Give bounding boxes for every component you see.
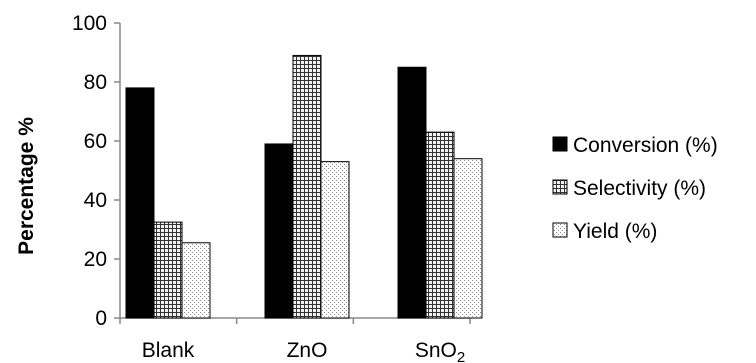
bar-selectivity-blank — [153, 221, 183, 319]
y-tick-label: 80 — [84, 71, 107, 94]
bar-yield-sno2 — [453, 158, 483, 319]
legend: Conversion (%) Selectivity (%) Yield (%) — [552, 134, 718, 243]
legend-swatch — [552, 222, 568, 238]
legend-label: Yield (%) — [573, 220, 657, 243]
bar-yield-zno — [320, 161, 350, 319]
y-tick-label: 20 — [84, 248, 107, 271]
x-category-label: SnO2 — [415, 339, 465, 363]
bar-yield-blank — [181, 242, 211, 319]
y-tick-label: 0 — [95, 307, 107, 330]
y-axis-title: Percentage % — [15, 117, 38, 255]
y-tick-label: 40 — [84, 189, 107, 212]
legend-label: Selectivity (%) — [573, 177, 706, 200]
x-category-label: Blank — [142, 339, 195, 362]
x-category-label: ZnO — [287, 339, 328, 362]
legend-label: Conversion (%) — [573, 134, 718, 157]
tick-labels: 0 20 40 60 80 100 Blank ZnO SnO2 — [72, 12, 465, 363]
y-tick-label: 60 — [84, 130, 107, 153]
bar-conversion-sno2 — [397, 66, 427, 319]
bar-conversion-zno — [264, 143, 294, 319]
bar-selectivity-zno — [292, 54, 322, 319]
legend-swatch — [552, 179, 568, 195]
bars — [125, 54, 483, 319]
bar-conversion-blank — [125, 87, 155, 319]
bar-selectivity-sno2 — [425, 131, 455, 319]
y-tick-label: 100 — [72, 12, 107, 35]
legend-swatch — [552, 136, 568, 152]
